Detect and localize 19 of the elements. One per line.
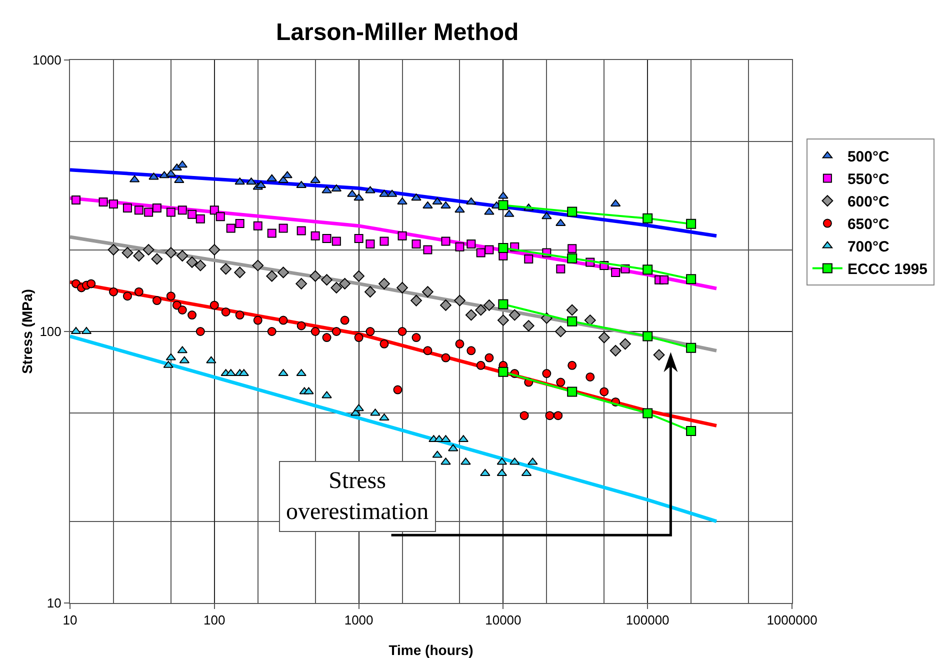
chart-title: Larson-Miller Method — [276, 18, 519, 46]
y-tick-label: 1000 — [32, 52, 62, 68]
y-tick-label: 10 — [46, 596, 62, 611]
x-tick-label: 1000000 — [766, 612, 818, 628]
annotation: Stress overestimation — [286, 468, 429, 526]
y-axis-title: Stress (MPa) — [19, 289, 35, 374]
x-tick-label: 1000 — [344, 612, 374, 628]
x-tick-label: 10000 — [485, 612, 522, 628]
legend-label: ECCC 1995 — [847, 261, 928, 278]
legend-label: 500°C — [847, 148, 890, 166]
x-tick-label: 10 — [62, 612, 78, 628]
legend-label: 550°C — [847, 171, 890, 188]
legend-label: 600°C — [847, 194, 890, 211]
x-axis-title: Time (hours) — [388, 642, 474, 658]
y-tick-label: 100 — [40, 324, 62, 340]
legend-label: 650°C — [847, 216, 890, 234]
legend-label: 700°C — [847, 238, 890, 256]
x-tick-label: 100 — [204, 612, 226, 628]
x-tick-label: 100000 — [626, 612, 670, 628]
